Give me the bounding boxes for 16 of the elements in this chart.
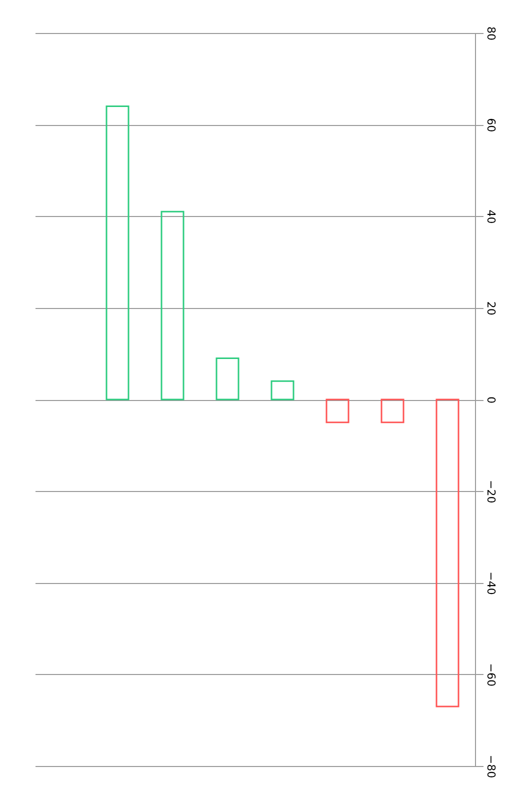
y-tick-label: −20 <box>484 480 498 504</box>
y-tick-label: 60 <box>484 118 498 132</box>
y-tick-label: 80 <box>484 26 498 40</box>
y-tick-label: −60 <box>484 663 498 686</box>
y-tick-label: 0 <box>484 396 498 404</box>
y-tick-label: 20 <box>484 301 498 316</box>
bar <box>160 210 184 400</box>
y-tick-label: 40 <box>484 210 498 224</box>
bar <box>326 398 350 424</box>
bar <box>270 380 294 400</box>
bar <box>216 358 240 400</box>
y-tick-label: −40 <box>484 572 498 595</box>
bar <box>436 398 460 708</box>
y-tick-label: −80 <box>484 754 498 778</box>
bar <box>380 398 404 424</box>
bar <box>106 106 130 400</box>
